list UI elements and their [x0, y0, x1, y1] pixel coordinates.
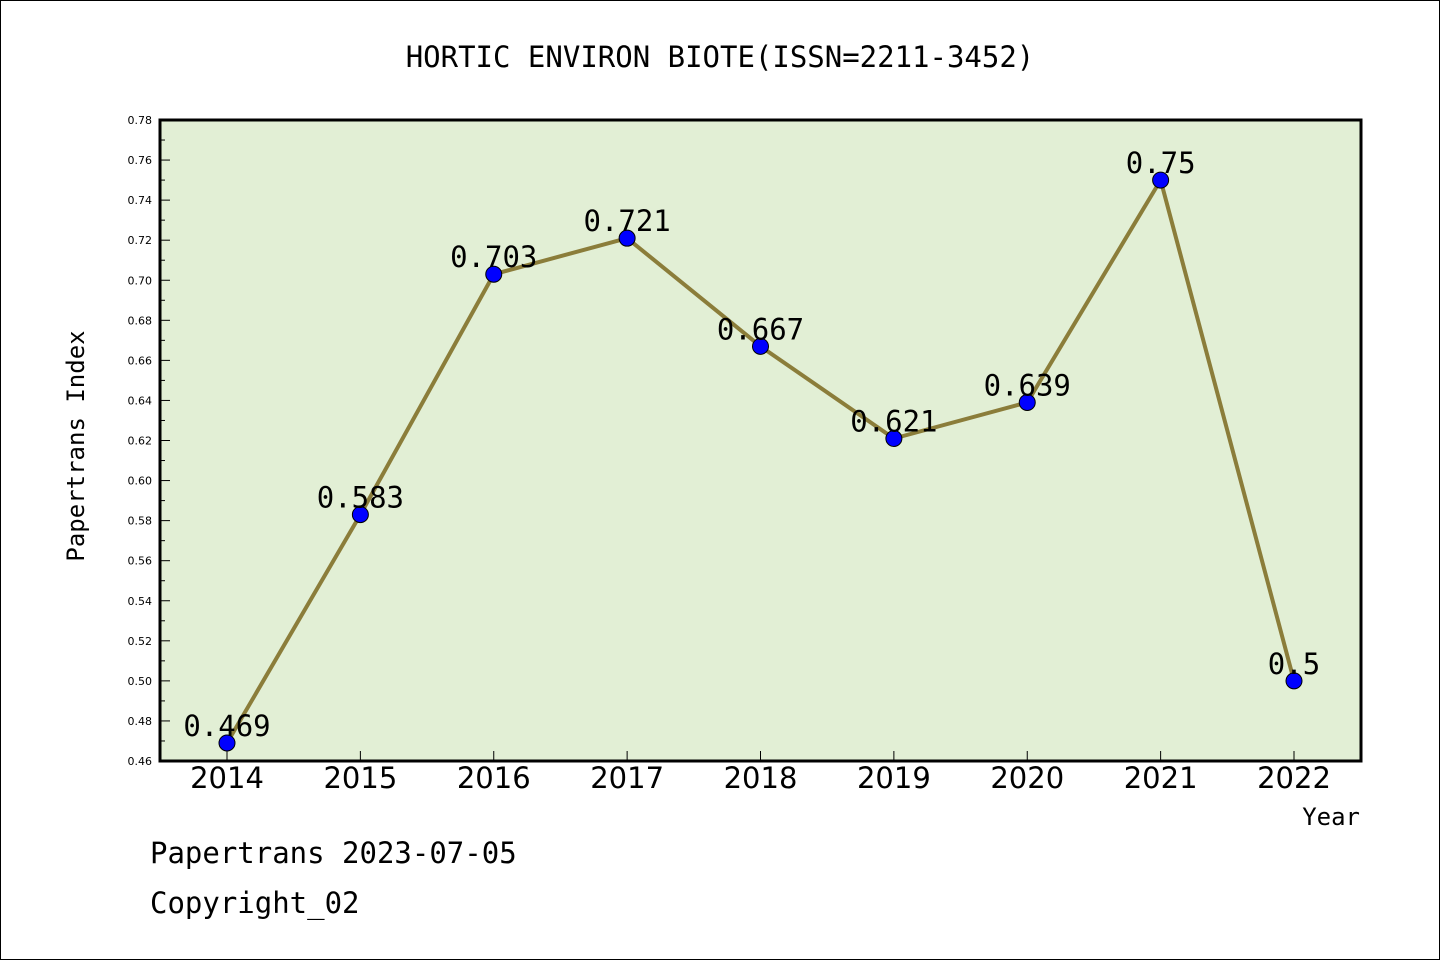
y-tick-label: 0.58 — [128, 515, 153, 528]
y-tick-label: 0.52 — [128, 635, 153, 648]
x-tick-label: 2016 — [457, 761, 531, 795]
data-point — [618, 229, 636, 247]
y-tick-label: 0.56 — [128, 555, 153, 568]
data-point — [1285, 672, 1303, 690]
data-label: 0.721 — [583, 204, 670, 238]
data-point — [885, 429, 903, 447]
y-axis-label: Papertrans Index — [62, 330, 90, 561]
data-label: 0.667 — [717, 312, 804, 346]
y-tick-label: 0.62 — [128, 435, 153, 448]
y-tick-label: 0.68 — [128, 314, 153, 327]
series-markers — [218, 171, 1303, 752]
y-tick-label: 0.46 — [128, 755, 153, 768]
data-point — [485, 265, 503, 283]
y-tick-label: 0.50 — [128, 675, 153, 688]
x-axis-label: Year — [1302, 803, 1360, 831]
footer-date: Papertrans 2023-07-05 — [150, 836, 517, 870]
y-tick-label: 0.54 — [128, 595, 153, 608]
x-tick-label: 2017 — [590, 761, 664, 795]
data-label: 0.75 — [1126, 146, 1196, 180]
y-tick-label: 0.76 — [128, 154, 153, 167]
y-tick-label: 0.66 — [128, 354, 153, 367]
data-labels: 0.469 0.583 0.703 0.721 0.667 0.621 0.639 0.75 0… — [183, 146, 1320, 743]
chart-title: HORTIC ENVIRON BIOTE(ISSN=2211-3452) — [406, 40, 1035, 74]
x-tick-label: 2014 — [190, 761, 264, 795]
data-point — [1018, 393, 1036, 411]
data-label: 0.469 — [183, 709, 270, 743]
x-tick-label: 2020 — [990, 761, 1064, 795]
data-label: 0.621 — [850, 404, 937, 438]
y-axis: 0.46 0.48 0.50 0.52 0.54 0.56 0.58 0.60 0.62 0.64… — [128, 114, 170, 768]
footer-copyright: Copyright_02 — [150, 886, 360, 920]
y-tick-label: 0.64 — [128, 394, 153, 407]
data-point — [218, 734, 236, 752]
y-tick-label: 0.48 — [128, 715, 153, 728]
data-point — [1152, 171, 1170, 189]
data-point — [351, 506, 369, 524]
y-tick-label: 0.60 — [128, 475, 153, 488]
x-tick-label: 2021 — [1124, 761, 1198, 795]
data-label: 0.5 — [1268, 647, 1320, 681]
x-tick-label: 2022 — [1257, 761, 1331, 795]
y-tick-label: 0.74 — [128, 194, 153, 207]
plot-area — [158, 118, 1363, 763]
y-tick-label: 0.72 — [128, 234, 153, 247]
x-axis: 2014 2015 2016 2017 2018 2019 2020 2021 2022 — [190, 751, 1331, 795]
data-point — [752, 337, 769, 355]
data-label: 0.583 — [317, 481, 404, 515]
data-label: 0.703 — [450, 240, 537, 274]
x-tick-label: 2019 — [857, 761, 931, 795]
x-tick-label: 2015 — [323, 761, 397, 795]
y-tick-label: 0.78 — [128, 114, 153, 127]
x-tick-label: 2018 — [724, 761, 798, 795]
data-label: 0.639 — [984, 368, 1071, 402]
y-tick-label: 0.70 — [128, 274, 153, 287]
